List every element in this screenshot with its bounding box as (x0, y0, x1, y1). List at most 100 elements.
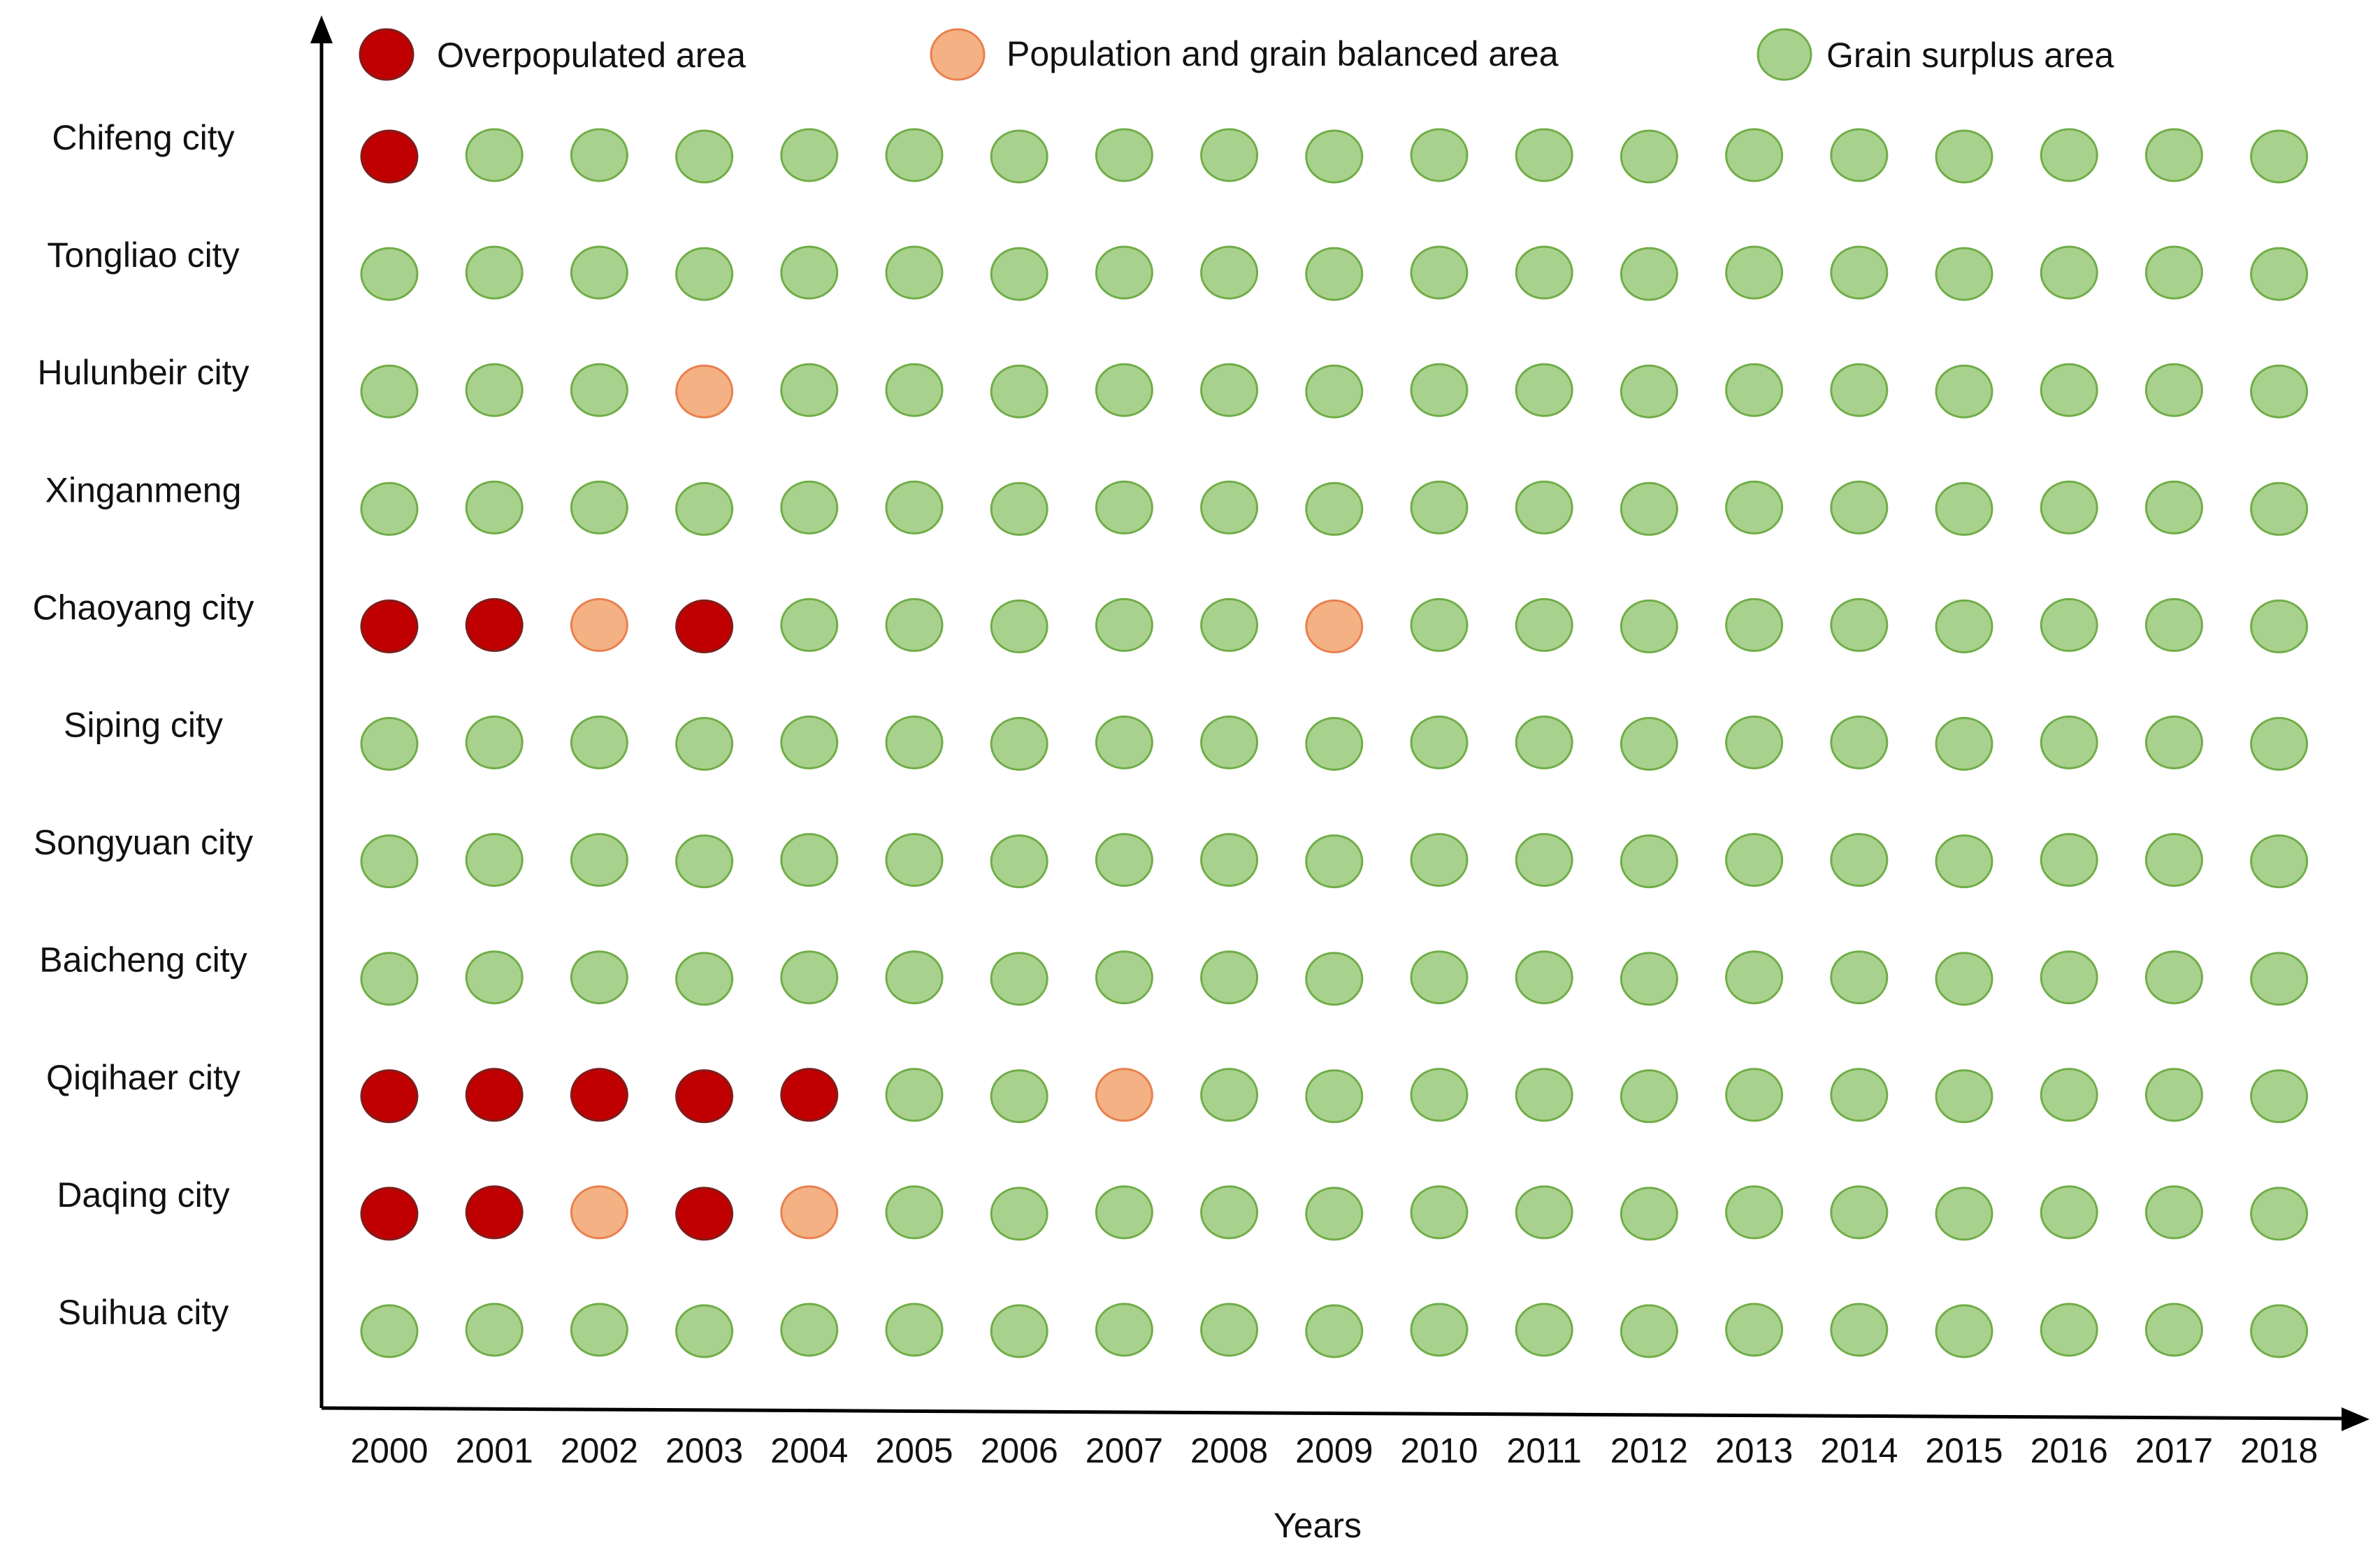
status-dot (2250, 1069, 2309, 1124)
status-dot (780, 716, 839, 769)
status-dot (570, 716, 628, 769)
status-dot (1830, 480, 1889, 535)
year-tick-label: 2012 (1610, 1431, 1688, 1470)
legend-item-surplus: Grain surplus area (1757, 28, 2114, 81)
status-dot (2040, 128, 2098, 182)
status-dot (2144, 1185, 2203, 1240)
status-dot (1515, 363, 1573, 417)
status-dot (1935, 834, 1993, 889)
status-dot (1935, 952, 1993, 1006)
status-dot (2144, 480, 2203, 535)
status-dot (1305, 1069, 1364, 1124)
status-dot (1515, 1185, 1573, 1240)
status-dot (1305, 834, 1364, 889)
status-dot (885, 1185, 944, 1240)
status-dot (780, 1303, 839, 1357)
status-dot (1935, 481, 1993, 536)
legend-item-overpopulated: Overpopulated area (359, 28, 746, 81)
status-dot (1410, 480, 1469, 535)
status-dot (1515, 128, 1573, 182)
status-dot (1515, 716, 1573, 769)
status-dot (1935, 247, 1993, 301)
status-dot (1305, 364, 1364, 419)
status-dot (780, 245, 839, 300)
status-dot (1200, 1185, 1259, 1240)
year-tick-label: 2017 (2135, 1431, 2213, 1470)
status-dot (780, 363, 839, 417)
status-dot (1305, 481, 1364, 536)
status-dot (1305, 952, 1364, 1006)
status-dot (2144, 950, 2203, 1005)
status-dot (990, 1069, 1048, 1124)
status-dot (990, 247, 1048, 301)
status-dot (2040, 597, 2098, 652)
city-label: Chifeng city (52, 118, 234, 157)
x-axis-arrowhead (2342, 1407, 2370, 1431)
status-dot (2040, 716, 2098, 769)
status-dot (1305, 247, 1364, 301)
status-dot (1095, 597, 1153, 652)
city-label: Daqing city (57, 1175, 229, 1214)
year-tick-label: 2001 (456, 1431, 533, 1470)
legend-marker-surplus (1757, 28, 1812, 81)
status-dot (1200, 597, 1259, 652)
status-dot (2250, 247, 2309, 301)
status-dot (2250, 481, 2309, 536)
status-dot (1725, 1303, 1784, 1357)
x-axis (321, 1406, 2346, 1421)
status-dot (1935, 599, 1993, 653)
legend-label-surplus: Grain surplus area (1826, 36, 2114, 75)
year-tick-label: 2002 (561, 1431, 638, 1470)
status-dot (570, 363, 628, 417)
status-dot (1095, 245, 1153, 300)
city-labels: Chifeng city Tongliao city Hulunbeir city X… (33, 118, 254, 1332)
status-dot (2250, 599, 2309, 653)
status-dot (360, 247, 419, 301)
status-dot (1725, 480, 1784, 535)
status-dot (885, 833, 944, 887)
status-dot (1935, 1187, 1993, 1241)
status-dot (570, 597, 628, 652)
legend-item-balanced: Population and grain balanced area (930, 28, 1559, 81)
city-label: Hulunbeir city (38, 353, 250, 392)
status-dot (1725, 716, 1784, 769)
status-dot (1515, 245, 1573, 300)
status-dot (1515, 597, 1573, 652)
status-dot (1830, 128, 1889, 182)
status-dot (570, 1185, 628, 1240)
status-dot (2250, 1304, 2309, 1358)
status-dot (1095, 1068, 1153, 1122)
status-dot (990, 364, 1048, 419)
status-dot (885, 597, 944, 652)
status-dot (360, 717, 419, 771)
legend-label-balanced: Population and grain balanced area (1007, 34, 1559, 73)
status-dot (1620, 834, 1678, 889)
status-dot (2040, 950, 2098, 1005)
year-tick-label: 2006 (981, 1431, 1058, 1470)
status-dot (990, 952, 1048, 1006)
status-dot (1095, 950, 1153, 1005)
status-dot (675, 952, 734, 1006)
city-label: Suihua city (58, 1293, 229, 1332)
status-dot (990, 481, 1048, 536)
year-tick-label: 2015 (1925, 1431, 2003, 1470)
status-dot (1725, 245, 1784, 300)
status-dot (1095, 1303, 1153, 1357)
status-dot (360, 952, 419, 1006)
legend-marker-overpopulated (359, 28, 414, 81)
year-tick-label: 2008 (1190, 1431, 1268, 1470)
status-dot (2144, 833, 2203, 887)
status-dot (675, 1069, 734, 1124)
y-axis-arrowhead (310, 15, 333, 43)
status-dot (1620, 952, 1678, 1006)
status-dot (1620, 717, 1678, 771)
status-dot (675, 247, 734, 301)
status-dot (675, 1304, 734, 1358)
status-dot (1830, 363, 1889, 417)
city-label: Baicheng city (39, 941, 247, 980)
year-tick-label: 2003 (665, 1431, 743, 1470)
status-dot (465, 597, 524, 652)
status-dot (1830, 245, 1889, 300)
city-label: Songyuan city (34, 823, 253, 862)
status-dot (1830, 833, 1889, 887)
